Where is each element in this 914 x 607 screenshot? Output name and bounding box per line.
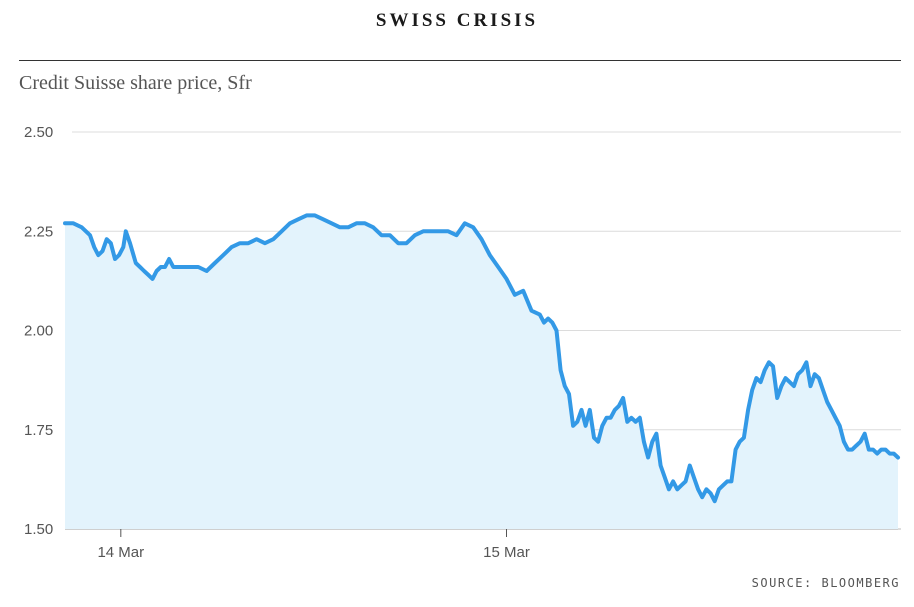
- y-tick-label: 1.75: [24, 422, 53, 439]
- axes: 1.50 1.75 2.00 2.25 2.50 14 Mar 15 Mar: [24, 124, 898, 561]
- y-tick-label: 1.50: [24, 521, 53, 538]
- x-tick-label: 14 Mar: [97, 544, 144, 561]
- y-tick-label: 2.25: [24, 223, 53, 240]
- chart-title: SWISS CRISIS: [375, 10, 539, 31]
- series-line: [63, 213, 900, 504]
- plot-area: [63, 213, 900, 529]
- y-tick-label: 2.50: [24, 124, 53, 141]
- y-tick-label: 2.00: [24, 323, 53, 340]
- title-divider: [19, 60, 901, 61]
- chart-subtitle: Credit Suisse share price, Sfr: [19, 72, 252, 94]
- source-note: SOURCE: BLOOMBERG: [751, 576, 900, 590]
- series-area: [65, 215, 898, 529]
- x-tick-label: 15 Mar: [483, 544, 530, 561]
